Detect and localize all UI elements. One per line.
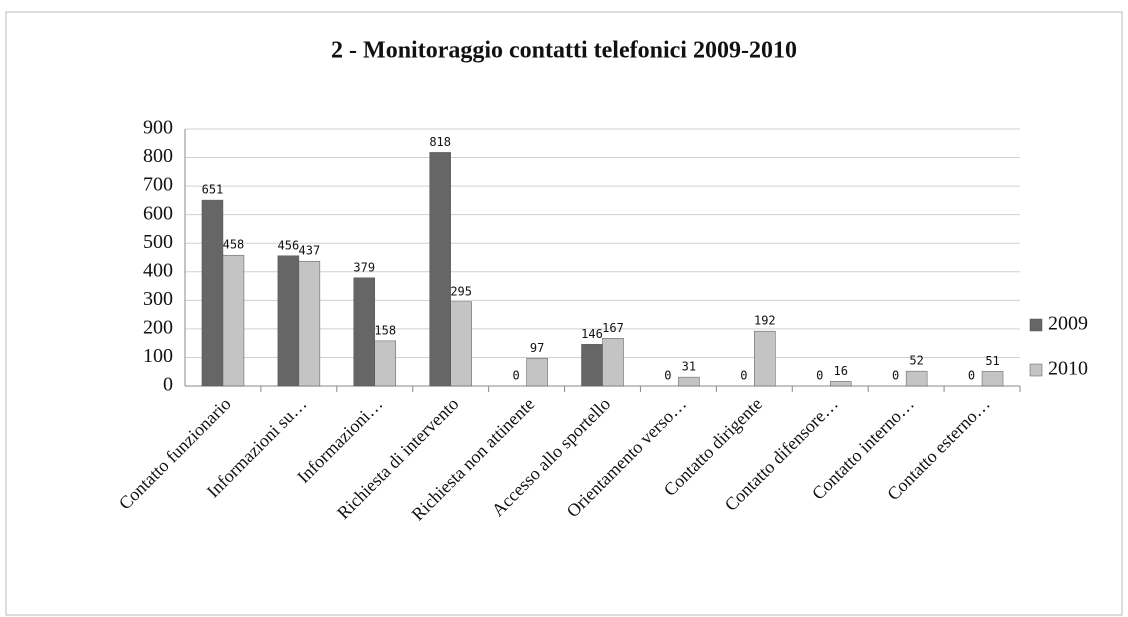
data-label: 456 [278,238,300,252]
data-label: 192 [754,314,776,328]
y-tick-label: 800 [143,145,173,167]
y-tick-label: 300 [143,288,173,310]
bar [526,358,548,387]
y-tick-label: 400 [143,259,173,281]
legend-label: 2009 [1048,313,1088,335]
y-tick-label: 100 [143,345,173,367]
bar [222,254,245,387]
y-tick-label: 500 [143,231,173,253]
data-label: 0 [664,369,671,383]
bar [298,260,321,387]
bar [429,152,451,387]
y-tick-label: 200 [143,316,173,338]
data-label: 295 [450,284,472,298]
bar [581,344,603,387]
bar [450,301,472,387]
data-label: 0 [816,369,823,383]
data-label: 146 [581,327,603,341]
bar [201,199,224,387]
bar [678,376,700,387]
bar [353,277,376,387]
data-label: 651 [202,183,224,197]
data-label: 0 [740,369,747,383]
data-label: 0 [968,369,975,383]
y-tick-label: 600 [143,202,173,224]
data-label: 167 [602,321,624,335]
data-label: 16 [834,364,848,378]
data-label: 0 [892,369,899,383]
legend-swatch [1029,363,1043,377]
bar [905,370,928,387]
bar [829,381,852,387]
data-label: 437 [299,244,321,258]
data-label: 818 [429,135,451,149]
chart-frame [5,11,1123,616]
data-label: 51 [985,354,999,368]
data-label: 31 [682,360,696,374]
data-label: 0 [512,369,519,383]
bar [981,371,1004,387]
y-tick-label: 900 [143,117,173,139]
y-tick-label: 0 [163,374,173,396]
chart-title: 2 - Monitoraggio contatti telefonici 200… [331,38,797,64]
y-tick-label: 700 [143,174,173,196]
bar [602,338,624,387]
data-label: 458 [223,238,245,252]
legend-label: 2010 [1048,358,1088,380]
data-label: 158 [374,323,396,337]
bar [277,255,300,387]
bar [754,330,776,387]
legend-swatch [1029,318,1043,332]
data-label: 52 [909,354,923,368]
data-label: 97 [530,341,544,355]
data-label: 379 [353,260,375,274]
bar [374,340,397,387]
